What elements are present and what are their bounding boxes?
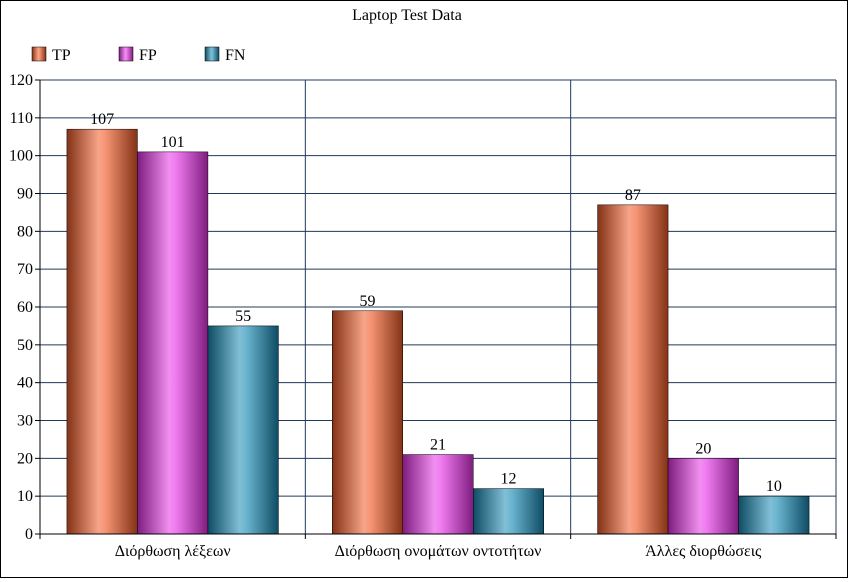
y-tick-label: 10 — [17, 488, 33, 505]
bar — [738, 495, 810, 535]
y-tick-label: 50 — [17, 337, 33, 354]
y-tick-label: 100 — [9, 148, 33, 165]
x-tick-label: Άλλες διορθώσεις — [645, 543, 762, 560]
y-tick-label: 30 — [17, 413, 33, 430]
data-label: 101 — [161, 134, 185, 151]
bar — [402, 454, 474, 535]
y-tick-label: 20 — [17, 450, 33, 467]
bar — [66, 128, 138, 535]
data-label: 107 — [90, 111, 114, 128]
y-tick-label: 120 — [9, 72, 33, 89]
legend-swatch — [118, 46, 134, 62]
legend-label: FN — [225, 47, 246, 64]
data-label: 21 — [430, 437, 446, 454]
bar — [473, 488, 544, 535]
bar — [137, 151, 209, 535]
x-tick-label: Διόρθωση ονομάτων οντοτήτων — [335, 543, 542, 560]
data-label: 10 — [766, 478, 782, 495]
data-label: 55 — [235, 308, 251, 325]
data-label: 12 — [501, 471, 517, 488]
y-tick-label: 110 — [10, 110, 33, 127]
y-tick-label: 80 — [17, 223, 33, 240]
y-tick-label: 70 — [17, 261, 33, 278]
bar — [667, 458, 739, 535]
legend-label: TP — [52, 47, 71, 64]
bar — [207, 325, 279, 535]
data-label: 87 — [625, 187, 641, 204]
bars: 107 101 55 59 21 12 87 20 10 — [66, 111, 810, 535]
x-tick-label: Διόρθωση λέξεων — [115, 543, 231, 560]
y-tick-label: 90 — [17, 186, 33, 203]
y-tick-label: 0 — [25, 526, 33, 543]
bar — [597, 204, 669, 535]
chart-title: Laptop Test Data — [352, 7, 462, 24]
bar — [332, 310, 403, 535]
data-label: 59 — [360, 293, 376, 310]
legend-swatch — [31, 46, 47, 62]
axes: 0 10 20 30 40 50 60 70 80 90 100 110 120 Διόρθωση λέξ… — [9, 72, 837, 560]
legend-label: FP — [139, 47, 157, 64]
legend-swatch — [204, 46, 220, 62]
legend: TP FP FN — [31, 46, 246, 64]
y-tick-label: 40 — [17, 375, 33, 392]
data-label: 20 — [695, 440, 711, 457]
y-tick-label: 60 — [17, 299, 33, 316]
